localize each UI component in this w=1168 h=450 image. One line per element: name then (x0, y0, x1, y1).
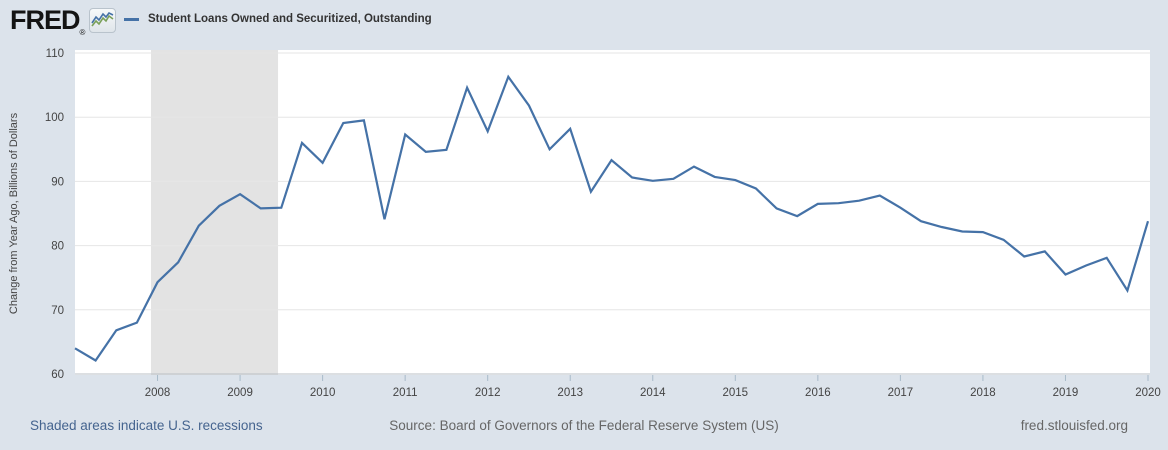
x-tick-label: 2019 (1053, 387, 1079, 399)
y-axis-title: Change from Year Ago, Billions of Dollar… (8, 112, 20, 314)
x-tick-label: 2015 (723, 387, 749, 399)
recession-note-link[interactable]: Shaded areas indicate U.S. recessions (30, 418, 263, 433)
chart-header: FRED® Student Loans Owned and Securitize… (0, 0, 1168, 42)
x-tick-label: 2020 (1135, 387, 1161, 399)
x-tick-label: 2011 (393, 387, 418, 399)
fred-logo-text: FRED (10, 5, 80, 35)
y-tick-label: 60 (51, 369, 64, 381)
site-url-text: fred.stlouisfed.org (1020, 418, 1128, 433)
legend-line-swatch (124, 17, 139, 21)
chart-canvas: 60 70 80 90 100 110 2008 2009 2010 2011 2012 2013 20… (8, 48, 1161, 399)
x-tick-label: 2010 (310, 387, 336, 399)
source-text: Source: Board of Governors of the Federa… (389, 418, 779, 433)
fred-logo-chart-icon (89, 8, 116, 33)
x-tick-label: 2012 (475, 387, 501, 399)
x-tick-label: 2009 (227, 387, 253, 399)
chart-footer: Shaded areas indicate U.S. recessions So… (0, 414, 1168, 438)
fred-logo: FRED® (10, 5, 85, 48)
y-tick-label: 110 (46, 48, 64, 60)
x-tick-label: 2016 (805, 387, 831, 399)
x-tick-label: 2018 (970, 387, 996, 399)
registered-mark: ® (79, 28, 86, 37)
x-tick-label: 2008 (145, 387, 171, 399)
x-tick-label: 2013 (557, 387, 583, 399)
x-tick-label: 2017 (888, 387, 914, 399)
recession-band (150, 50, 279, 375)
chart-legend: Student Loans Owned and Securitized, Out… (124, 13, 432, 25)
y-tick-label: 80 (51, 241, 64, 253)
data-line-series[interactable] (74, 74, 1150, 362)
y-tick-label: 90 (51, 176, 64, 188)
y-tick-label: 100 (45, 112, 64, 124)
legend-series-label: Student Loans Owned and Securitized, Out… (148, 13, 432, 25)
y-tick-label: 70 (51, 305, 64, 317)
x-tick-label: 2014 (640, 387, 666, 399)
